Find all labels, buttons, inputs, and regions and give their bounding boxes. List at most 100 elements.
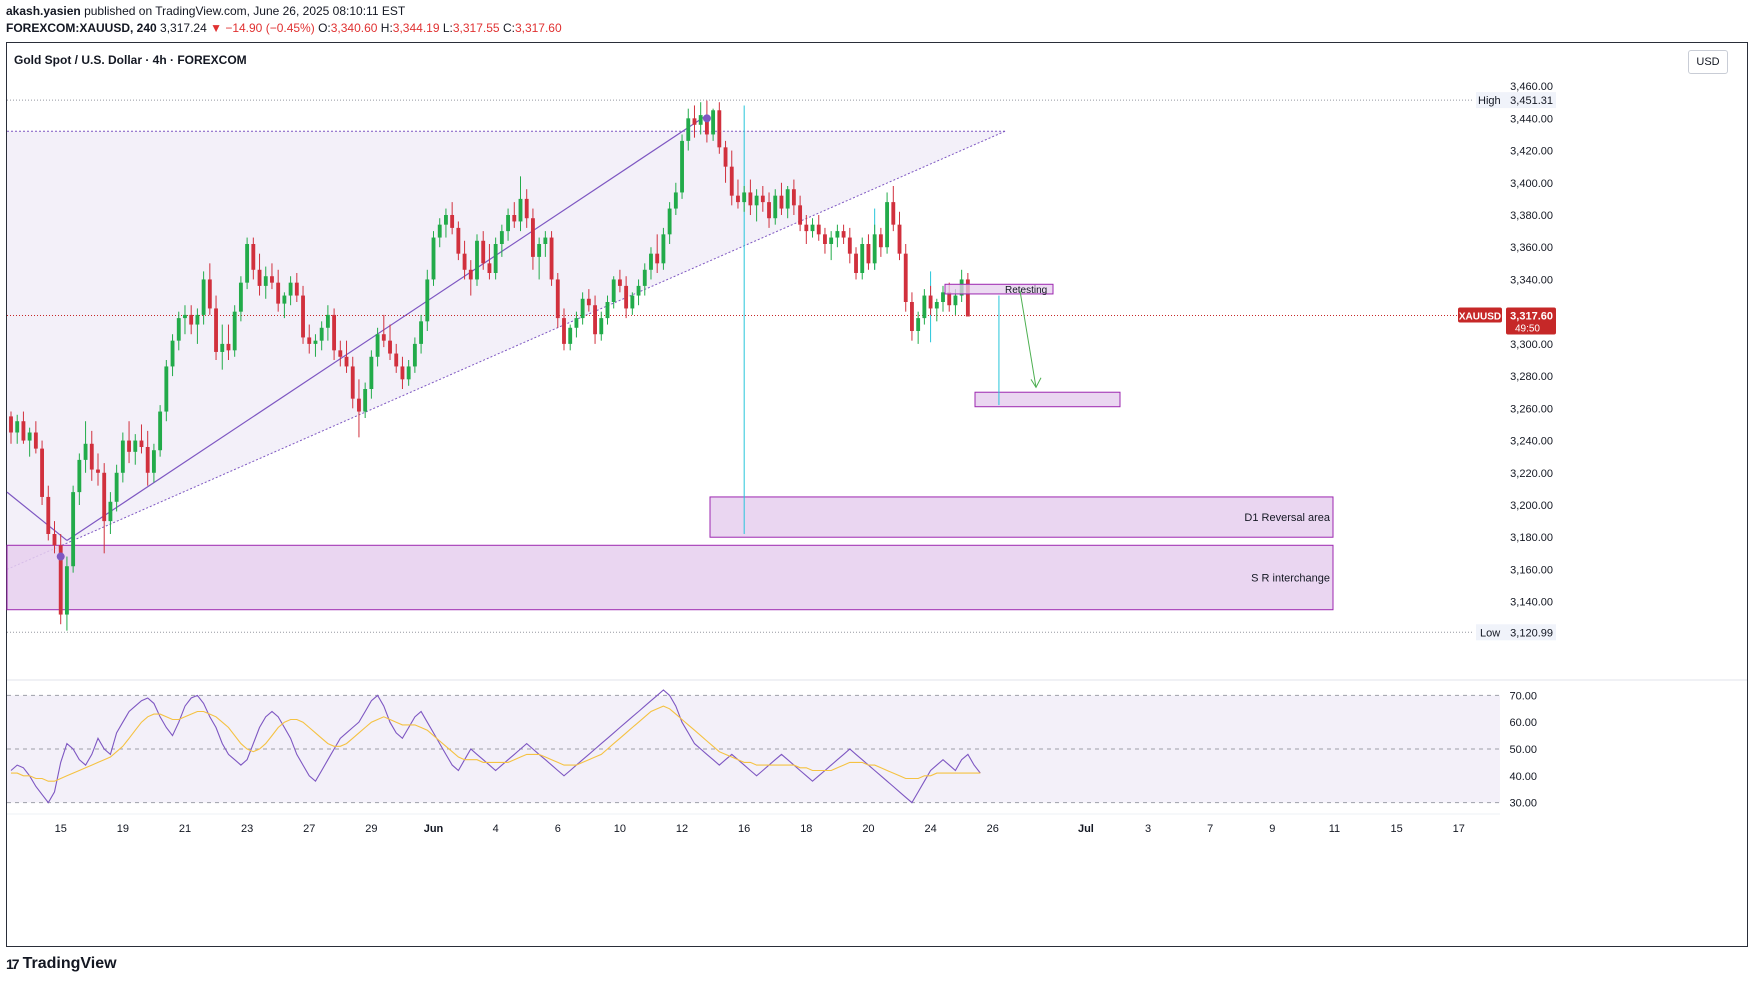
candle-body: [419, 321, 424, 344]
date-tick-label: 4: [493, 823, 499, 835]
price-tick-label: 3,420.00: [1510, 146, 1553, 158]
date-tick-label: 26: [987, 823, 999, 835]
candle-body: [338, 350, 343, 357]
date-tick-label: 29: [365, 823, 377, 835]
candle-body: [860, 244, 865, 273]
pivot-marker-high: [702, 114, 711, 123]
candle-body: [729, 166, 734, 196]
candle-body: [183, 314, 187, 319]
candle-body: [916, 318, 921, 331]
candle-body: [263, 276, 268, 286]
candle-body: [381, 334, 386, 341]
candle-body: [574, 318, 579, 328]
candle-body: [537, 244, 542, 257]
date-tick-label: 17: [1453, 823, 1465, 835]
date-tick-label: 18: [800, 823, 812, 835]
candle-body: [195, 314, 200, 325]
candle-body: [953, 295, 958, 306]
candle-body: [232, 311, 237, 351]
price-tick-label: 3,460.00: [1510, 81, 1553, 93]
candle-body: [524, 198, 529, 219]
publisher-name[interactable]: akash.yasien: [6, 4, 81, 18]
candle-body: [649, 253, 653, 270]
date-tick-label: 20: [862, 823, 874, 835]
candle-body: [928, 295, 933, 309]
candles-group: [9, 100, 970, 631]
date-tick-label: 27: [303, 823, 315, 835]
candle-body: [40, 448, 44, 497]
bar-countdown: 49:50: [1515, 324, 1540, 335]
candle-body: [325, 314, 330, 328]
candle-body: [450, 215, 455, 228]
d1-reversal-label: D1 Reversal area: [1244, 512, 1330, 524]
candle-body: [903, 253, 908, 302]
high-label: H:: [380, 21, 393, 35]
date-tick-label: 9: [1269, 823, 1275, 835]
currency-selector[interactable]: USD: [1688, 50, 1728, 74]
candle-body: [866, 244, 871, 264]
candle-body: [642, 269, 647, 286]
candle-body: [238, 282, 243, 312]
candle-body: [344, 356, 349, 367]
date-tick-label: 12: [676, 823, 688, 835]
price-tick-label: 3,220.00: [1510, 468, 1553, 480]
candle-body: [673, 192, 678, 209]
candle-body: [189, 314, 194, 325]
candle-body: [499, 231, 504, 244]
price-tick-label: 3,300.00: [1510, 339, 1553, 351]
candle-body: [506, 215, 510, 232]
candle-body: [810, 224, 815, 232]
main-trendline: [66, 114, 708, 541]
projection-arrow-line: [1019, 290, 1037, 388]
candle-body: [922, 295, 927, 319]
candle-body: [151, 450, 156, 473]
candle-body: [934, 302, 939, 309]
tradingview-brand[interactable]: 17 TradingView: [6, 955, 117, 973]
candle-body: [89, 443, 94, 470]
candle-body: [512, 215, 517, 222]
candle-body: [145, 447, 150, 473]
candle-body: [270, 276, 274, 283]
trendline-entry-segment: [6, 491, 68, 541]
sr-interchange-zone: [6, 544, 1334, 611]
date-tick-label: 11: [1329, 823, 1340, 835]
date-tick-label: 23: [241, 823, 253, 835]
brand-name: TradingView: [22, 955, 117, 972]
candle-body: [425, 279, 430, 322]
sr-interchange-label: S R interchange: [1251, 573, 1330, 585]
candle-body: [400, 366, 405, 380]
candle-body: [941, 292, 945, 302]
candle-body: [245, 244, 250, 283]
candle-body: [21, 421, 26, 441]
candle-body: [885, 202, 890, 248]
candle-body: [736, 195, 740, 203]
date-tick-label: 15: [1390, 823, 1402, 835]
price-tick-label: 3,360.00: [1510, 242, 1553, 254]
candle-body: [83, 443, 88, 460]
rsi-tick-label: 30.00: [1509, 798, 1537, 810]
low-value: 3,317.55: [452, 21, 500, 35]
candle-body: [58, 545, 63, 615]
candle-body: [816, 224, 821, 235]
candle-body: [462, 253, 467, 270]
candle-body: [854, 253, 858, 273]
rsi-line: [10, 689, 981, 804]
close-label: C:: [502, 21, 515, 35]
date-tick-label: 19: [117, 823, 129, 835]
price-tick-label: 3,400.00: [1510, 178, 1553, 190]
candle-body: [27, 432, 32, 441]
candle-body: [910, 302, 914, 331]
candle-body: [64, 566, 69, 615]
retesting-label: Retesting: [1005, 285, 1047, 296]
candle-body: [773, 195, 778, 219]
high-badge-label: High: [1478, 95, 1501, 107]
candle-body: [704, 115, 709, 135]
candle-body: [133, 440, 138, 452]
candle-body: [176, 318, 181, 341]
price-tick-label: 3,380.00: [1510, 210, 1553, 222]
date-tick-label: 15: [55, 823, 67, 835]
candle-body: [46, 496, 51, 534]
candle-body: [624, 285, 629, 309]
candle-body: [158, 411, 163, 451]
